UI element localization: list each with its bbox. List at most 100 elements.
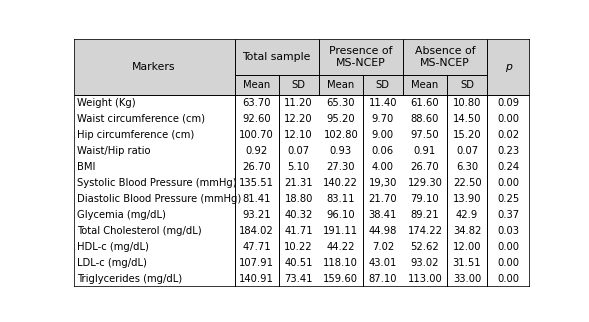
Text: 0.07: 0.07 [287, 146, 310, 156]
Text: Total Cholesterol (mg/dL): Total Cholesterol (mg/dL) [77, 226, 201, 236]
Text: 0.25: 0.25 [498, 194, 519, 204]
Text: 14.50: 14.50 [453, 114, 481, 124]
Text: 11.20: 11.20 [284, 98, 313, 108]
Text: Mean: Mean [327, 80, 355, 90]
Text: Total sample: Total sample [243, 52, 311, 62]
Text: 140.91: 140.91 [239, 274, 274, 284]
Text: 0.24: 0.24 [498, 162, 519, 172]
Text: 40.51: 40.51 [284, 258, 313, 268]
Text: Glycemia (mg/dL): Glycemia (mg/dL) [77, 210, 166, 220]
Text: SD: SD [376, 80, 390, 90]
Text: 100.70: 100.70 [239, 129, 274, 139]
Text: Waist/Hip ratio: Waist/Hip ratio [77, 146, 150, 156]
Text: BMI: BMI [77, 162, 95, 172]
Text: 12.10: 12.10 [284, 129, 313, 139]
Text: 9.70: 9.70 [372, 114, 394, 124]
Text: 13.90: 13.90 [453, 194, 481, 204]
Text: 93.02: 93.02 [411, 258, 439, 268]
Text: 95.20: 95.20 [326, 114, 355, 124]
Text: 34.82: 34.82 [453, 226, 481, 236]
Text: 0.00: 0.00 [498, 258, 519, 268]
Text: 11.40: 11.40 [369, 98, 397, 108]
Text: 15.20: 15.20 [453, 129, 481, 139]
Text: 9.00: 9.00 [372, 129, 394, 139]
Text: 26.70: 26.70 [242, 162, 271, 172]
Text: 42.9: 42.9 [456, 210, 478, 220]
Text: 52.62: 52.62 [411, 242, 439, 251]
Bar [74, 39, 530, 95]
Text: 107.91: 107.91 [239, 258, 274, 268]
Text: 0.92: 0.92 [246, 146, 267, 156]
Text: 113.00: 113.00 [408, 274, 442, 284]
Text: 22.50: 22.50 [453, 177, 481, 187]
Text: Weight (Kg): Weight (Kg) [77, 98, 135, 108]
Text: 4.00: 4.00 [372, 162, 394, 172]
Text: 140.22: 140.22 [323, 177, 358, 187]
Text: 135.51: 135.51 [239, 177, 274, 187]
Text: 41.71: 41.71 [284, 226, 313, 236]
Text: 7.02: 7.02 [372, 242, 394, 251]
Text: 97.50: 97.50 [411, 129, 439, 139]
Bar [74, 223, 530, 239]
Text: 0.00: 0.00 [498, 242, 519, 251]
Text: Waist circumference (cm): Waist circumference (cm) [77, 114, 205, 124]
Text: 5.10: 5.10 [287, 162, 310, 172]
Text: SD: SD [460, 80, 474, 90]
Text: 92.60: 92.60 [242, 114, 271, 124]
Bar [74, 110, 530, 127]
Text: Triglycerides (mg/dL): Triglycerides (mg/dL) [77, 274, 182, 284]
Text: 73.41: 73.41 [284, 274, 313, 284]
Text: Hip circumference (cm): Hip circumference (cm) [77, 129, 194, 139]
Text: 96.10: 96.10 [326, 210, 355, 220]
Text: 0.07: 0.07 [456, 146, 478, 156]
Text: 12.00: 12.00 [453, 242, 481, 251]
Text: 0.00: 0.00 [498, 177, 519, 187]
Text: 27.30: 27.30 [326, 162, 355, 172]
Text: 63.70: 63.70 [242, 98, 271, 108]
Bar [74, 158, 530, 175]
Text: p: p [505, 62, 512, 71]
Text: SD: SD [292, 80, 306, 90]
Bar [74, 127, 530, 143]
Text: 0.93: 0.93 [330, 146, 352, 156]
Text: 40.32: 40.32 [284, 210, 313, 220]
Text: Absence of
MS-NCEP: Absence of MS-NCEP [415, 46, 475, 68]
Text: 0.02: 0.02 [498, 129, 519, 139]
Text: 44.22: 44.22 [326, 242, 355, 251]
Text: Presence of
MS-NCEP: Presence of MS-NCEP [329, 46, 393, 68]
Text: HDL-c (mg/dL): HDL-c (mg/dL) [77, 242, 148, 251]
Text: 83.11: 83.11 [326, 194, 355, 204]
Text: 38.41: 38.41 [369, 210, 397, 220]
Text: 93.21: 93.21 [242, 210, 271, 220]
Text: 87.10: 87.10 [369, 274, 397, 284]
Text: 47.71: 47.71 [242, 242, 271, 251]
Text: 21.70: 21.70 [369, 194, 397, 204]
Text: 81.41: 81.41 [242, 194, 271, 204]
Bar [74, 207, 530, 223]
Text: Systolic Blood Pressure (mmHg): Systolic Blood Pressure (mmHg) [77, 177, 236, 187]
Text: 31.51: 31.51 [453, 258, 481, 268]
Text: 10.80: 10.80 [453, 98, 481, 108]
Text: 0.00: 0.00 [498, 274, 519, 284]
Text: 33.00: 33.00 [453, 274, 481, 284]
Text: 0.00: 0.00 [498, 114, 519, 124]
Text: 0.37: 0.37 [498, 210, 519, 220]
Text: 6.30: 6.30 [456, 162, 478, 172]
Bar [74, 95, 530, 110]
Text: LDL-c (mg/dL): LDL-c (mg/dL) [77, 258, 147, 268]
Bar [74, 175, 530, 191]
Text: 0.09: 0.09 [498, 98, 519, 108]
Text: 21.31: 21.31 [284, 177, 313, 187]
Text: 65.30: 65.30 [326, 98, 355, 108]
Text: 89.21: 89.21 [411, 210, 439, 220]
Text: 19,30: 19,30 [369, 177, 397, 187]
Text: 0.23: 0.23 [498, 146, 519, 156]
Bar [74, 270, 530, 287]
Bar [74, 191, 530, 207]
Text: 159.60: 159.60 [323, 274, 358, 284]
Text: 10.22: 10.22 [284, 242, 313, 251]
Text: 191.11: 191.11 [323, 226, 358, 236]
Text: 0.06: 0.06 [372, 146, 394, 156]
Text: 129.30: 129.30 [408, 177, 442, 187]
Text: 174.22: 174.22 [408, 226, 442, 236]
